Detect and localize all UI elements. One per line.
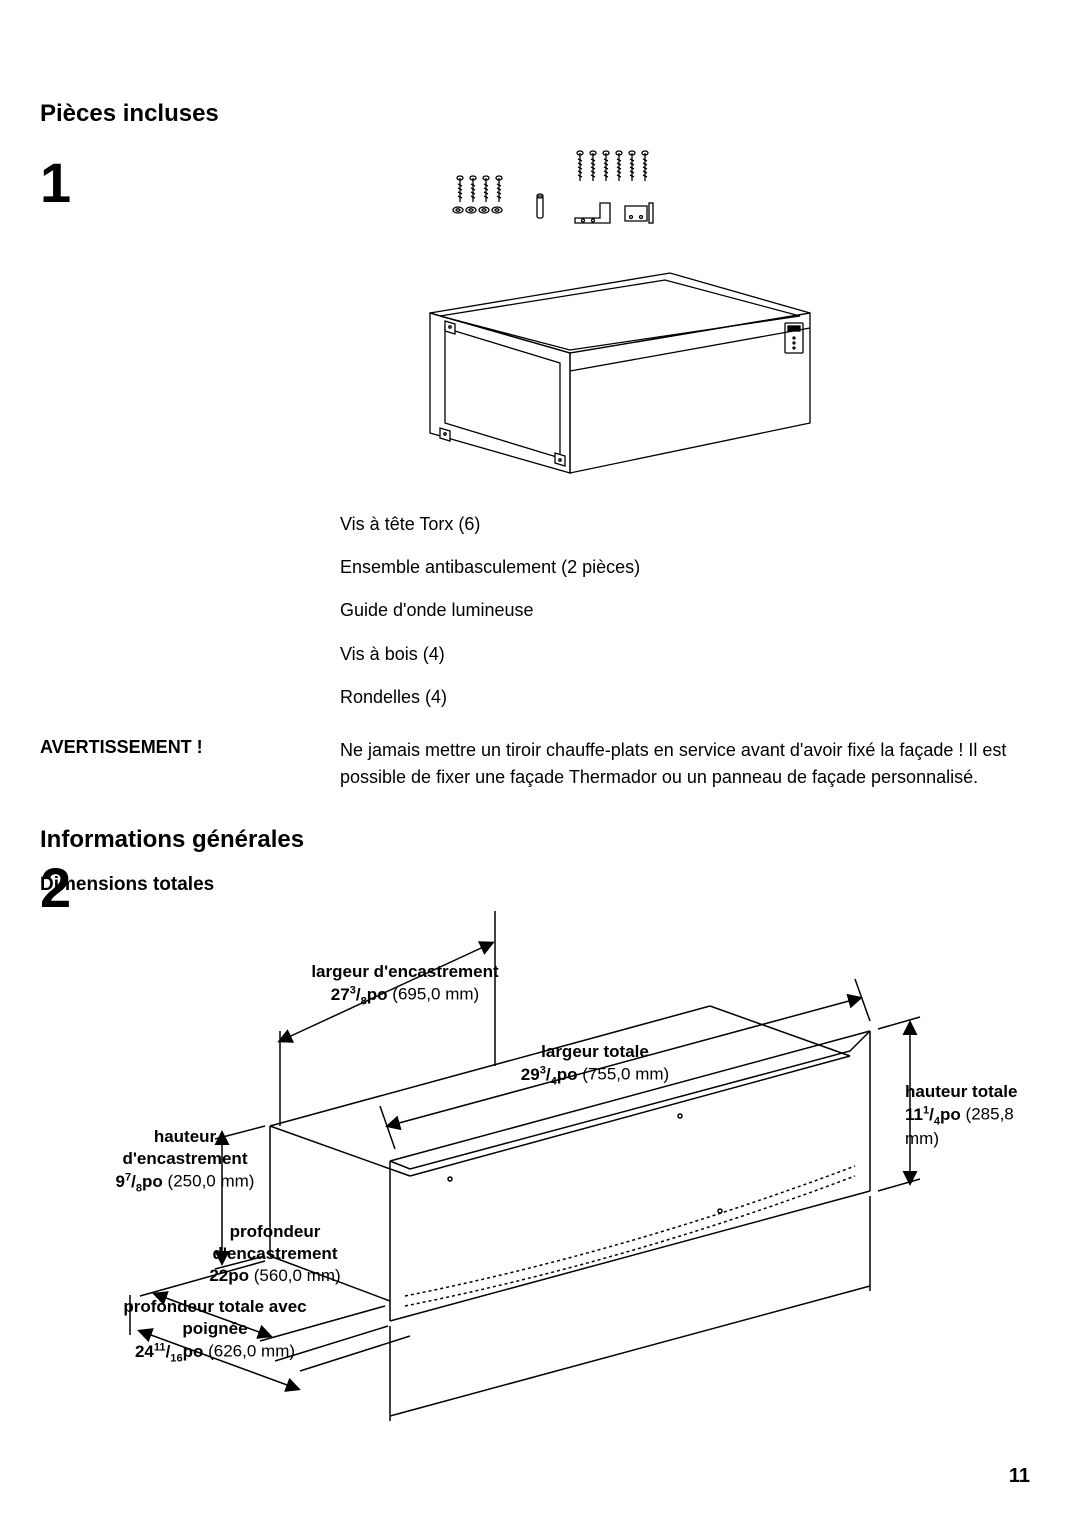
parts-item: Rondelles (4) xyxy=(340,676,1040,719)
section1-title: Pièces incluses xyxy=(40,100,1040,128)
section-informations-generales: Informations générales Dimensions totale… xyxy=(40,826,1040,1461)
dim-profondeur-encastrement: profondeur d'encastrement 22po (560,0 mm… xyxy=(180,1221,370,1287)
figure-1-illustration xyxy=(340,148,1040,483)
dim-hauteur-totale: hauteur totale 111/4po (285,8 mm) xyxy=(905,1081,1045,1151)
dim-hauteur-encastrement: hauteur d'encastrement 97/8po (250,0 mm) xyxy=(100,1126,270,1196)
parts-item: Vis à bois (4) xyxy=(340,633,1040,676)
parts-list: Vis à tête Torx (6) Ensemble antibascule… xyxy=(340,503,1040,719)
dim-largeur-encastrement: largeur d'encastrement 273/8po (695,0 mm… xyxy=(295,961,515,1009)
figure-1-number: 1 xyxy=(40,150,71,215)
page-number: 11 xyxy=(1009,1465,1030,1488)
warning-row: AVERTISSEMENT ! Ne jamais mettre un tiro… xyxy=(40,737,1040,791)
section-pieces-incluses: Pièces incluses 1 xyxy=(40,100,1040,791)
parts-item: Vis à tête Torx (6) xyxy=(340,503,1040,546)
section2-title: Informations générales xyxy=(40,826,1040,854)
parts-item: Ensemble antibasculement (2 pièces) xyxy=(340,546,1040,589)
warning-text: Ne jamais mettre un tiroir chauffe-plats… xyxy=(340,737,1040,791)
section2-subtitle: Dimensions totales xyxy=(40,874,1040,896)
parts-item: Guide d'onde lumineuse xyxy=(340,589,1040,632)
dim-largeur-totale: largeur totale 293/4po (755,0 mm) xyxy=(485,1041,705,1089)
dim-profondeur-totale: profondeur totale avec poignée 2411/16po… xyxy=(100,1296,330,1366)
figure-2-illustration: largeur d'encastrement 273/8po (695,0 mm… xyxy=(40,901,1040,1461)
warning-label: AVERTISSEMENT ! xyxy=(40,737,340,791)
